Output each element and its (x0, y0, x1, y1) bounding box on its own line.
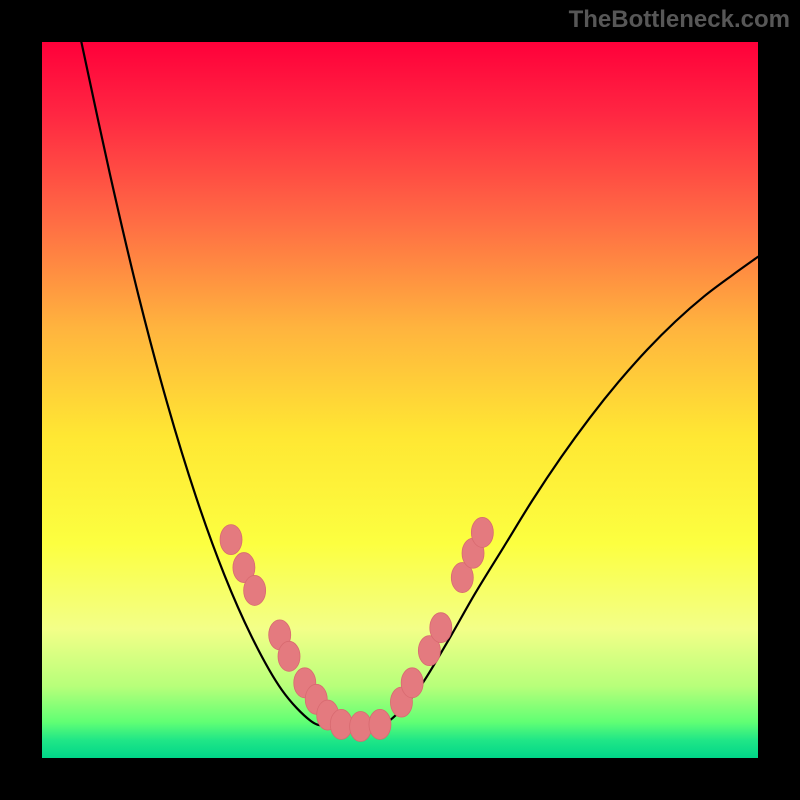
data-point (330, 709, 352, 739)
data-point (350, 711, 372, 741)
data-point (369, 709, 391, 739)
data-point (278, 641, 300, 671)
chart-container: TheBottleneck.com (0, 0, 800, 800)
gradient-background (42, 42, 758, 758)
watermark-text: TheBottleneck.com (569, 6, 790, 34)
data-point (471, 517, 493, 547)
data-point (244, 575, 266, 605)
data-point (401, 668, 423, 698)
data-point (430, 613, 452, 643)
data-point (220, 525, 242, 555)
chart-svg (42, 42, 758, 758)
plot-area (42, 42, 758, 758)
